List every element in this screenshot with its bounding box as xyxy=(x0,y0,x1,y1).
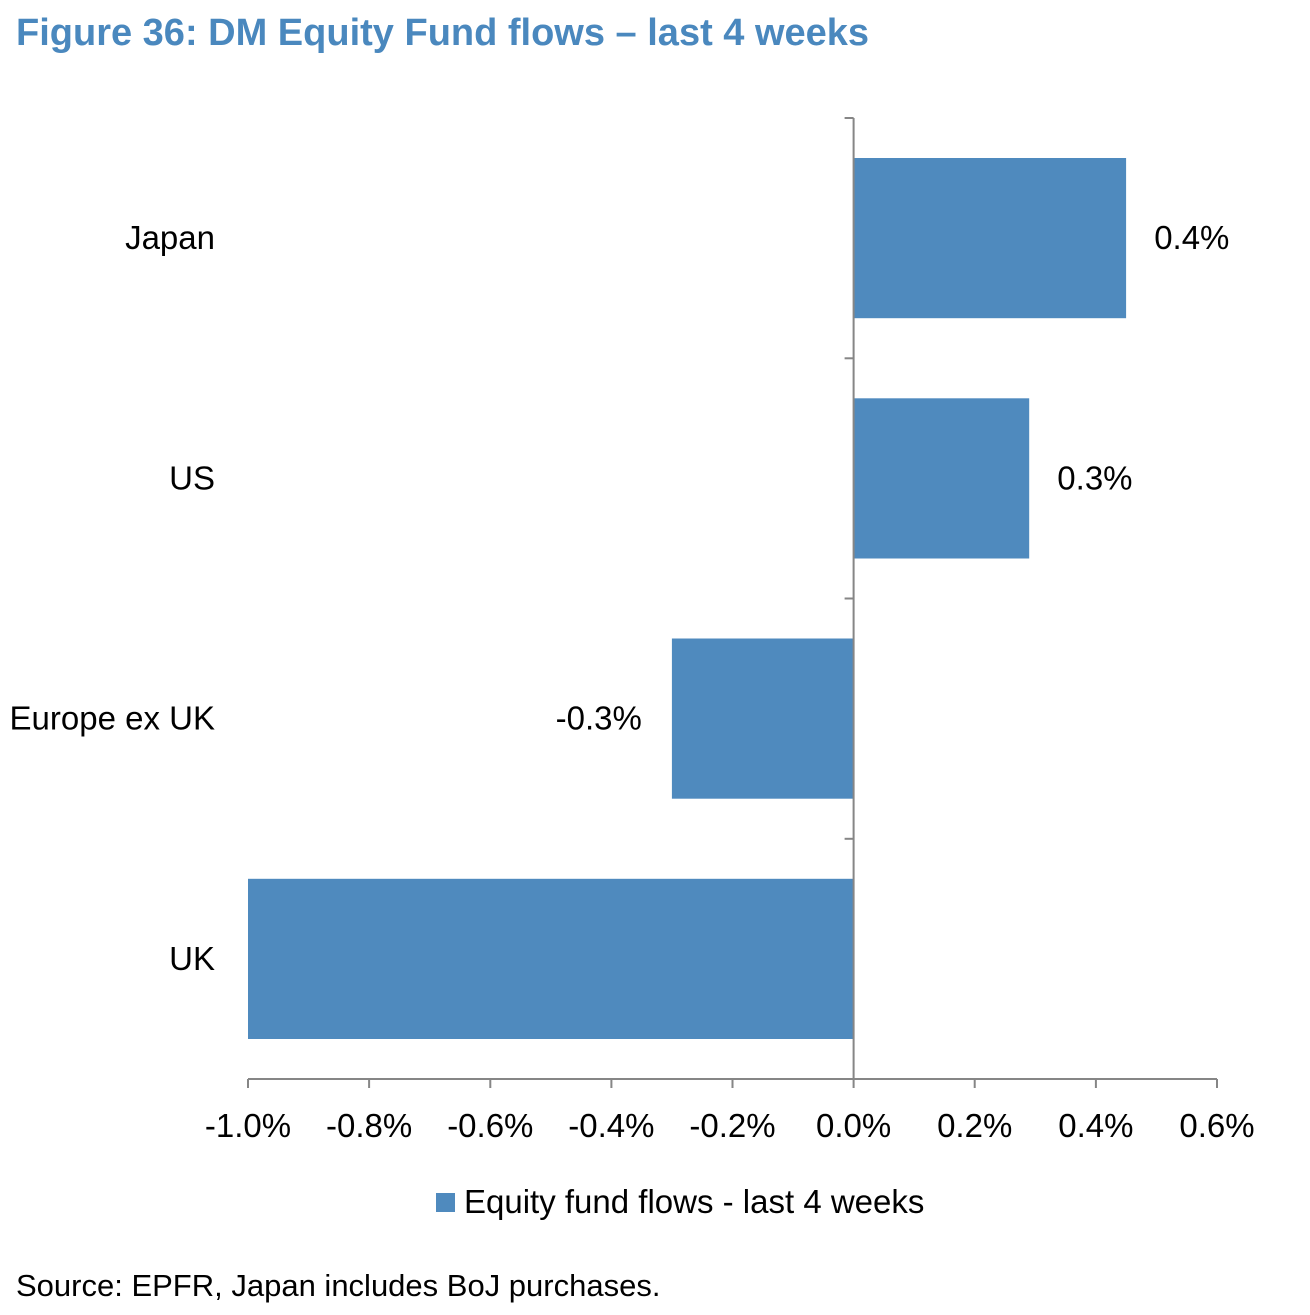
bar xyxy=(248,878,854,1039)
data-label: 0.3% xyxy=(1057,459,1132,496)
x-tick-label: 0.2% xyxy=(937,1107,1012,1144)
bars-layer xyxy=(248,158,1127,1039)
bar xyxy=(671,638,854,799)
bar xyxy=(853,398,1030,559)
x-tick-label: 0.0% xyxy=(816,1107,891,1144)
x-tick-label: -0.4% xyxy=(568,1107,654,1144)
x-tick-label: -0.2% xyxy=(689,1107,775,1144)
legend: Equity fund flows - last 4 weeks xyxy=(436,1183,924,1221)
bar-chart: Japan 0.4%US 0.3%Europe ex UK -0.3%UK-1.0% -… xyxy=(10,117,1255,1144)
source-note: Source: EPFR, Japan includes BoJ purchas… xyxy=(16,1268,661,1303)
axes-layer xyxy=(247,117,1218,1088)
category-label: UK xyxy=(169,940,215,977)
labels-layer: Japan 0.4%US 0.3%Europe ex UK -0.3%UK-1.0% -… xyxy=(10,219,1255,1144)
legend-label: Equity fund flows - last 4 weeks xyxy=(464,1183,925,1220)
bar xyxy=(853,158,1127,319)
data-label: 0.4% xyxy=(1154,219,1229,256)
x-tick-label: -0.8% xyxy=(326,1107,412,1144)
x-tick-label: 0.4% xyxy=(1058,1107,1133,1144)
x-tick-label: -0.6% xyxy=(447,1107,533,1144)
category-label: Europe ex UK xyxy=(10,700,215,737)
x-tick-label: 0.6% xyxy=(1179,1107,1254,1144)
data-label: -0.3% xyxy=(556,700,642,737)
category-label: Japan xyxy=(125,219,215,256)
legend-swatch xyxy=(436,1192,455,1212)
x-tick-label: -1.0% xyxy=(205,1107,291,1144)
figure-title: Figure 36: DM Equity Fund flows – last 4… xyxy=(16,12,870,54)
category-label: US xyxy=(169,459,215,496)
